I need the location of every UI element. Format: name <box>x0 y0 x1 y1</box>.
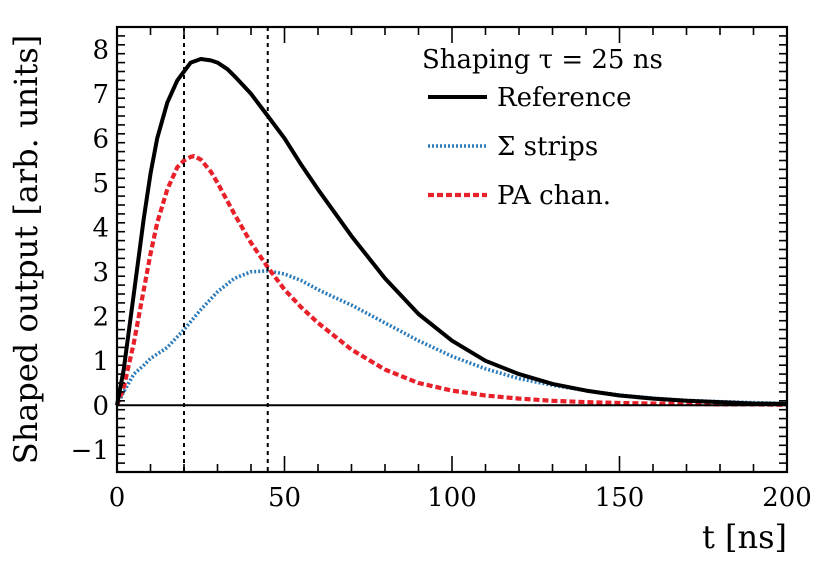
y-tick-label: 5 <box>92 169 109 199</box>
legend-header: Shaping τ = 25 ns <box>422 45 663 75</box>
series-line-0 <box>115 57 788 406</box>
legend-label: PA chan. <box>497 181 611 211</box>
legend: Shaping τ = 25 ns Reference Σ strips PA ch… <box>422 45 663 211</box>
y-tick-label: −1 <box>71 436 109 466</box>
legend-label: Reference <box>497 83 631 113</box>
x-axis-title: t [ns] <box>702 518 787 556</box>
x-tick-labels: 0 50 100 150 200 <box>109 483 812 513</box>
y-tick-label: 3 <box>92 258 109 288</box>
y-tick-label: 7 <box>92 80 109 110</box>
y-tick-label: 2 <box>92 302 109 332</box>
y-tick-labels: −1 0 1 2 3 4 5 6 7 8 <box>71 35 109 466</box>
y-tick-label: 1 <box>92 347 109 377</box>
x-tick-label: 150 <box>595 483 645 513</box>
series-line-2 <box>115 154 788 407</box>
y-tick-label: 8 <box>92 35 109 65</box>
y-tick-label: 4 <box>92 213 109 243</box>
legend-items: Reference Σ strips PA chan. <box>428 83 631 211</box>
y-tick-label: 6 <box>92 124 109 154</box>
series-layer <box>115 57 788 407</box>
x-tick-label: 200 <box>762 483 812 513</box>
x-tick-label: 0 <box>109 483 126 513</box>
y-axis-title: Shaped output [arb. units] <box>7 35 45 464</box>
series-line-1 <box>115 269 788 407</box>
axis-ticks <box>116 26 788 473</box>
legend-label: Σ strips <box>497 132 598 162</box>
reference-lines <box>117 27 787 472</box>
y-tick-label: 0 <box>92 391 109 421</box>
x-tick-label: 50 <box>268 483 301 513</box>
x-tick-label: 100 <box>427 483 477 513</box>
